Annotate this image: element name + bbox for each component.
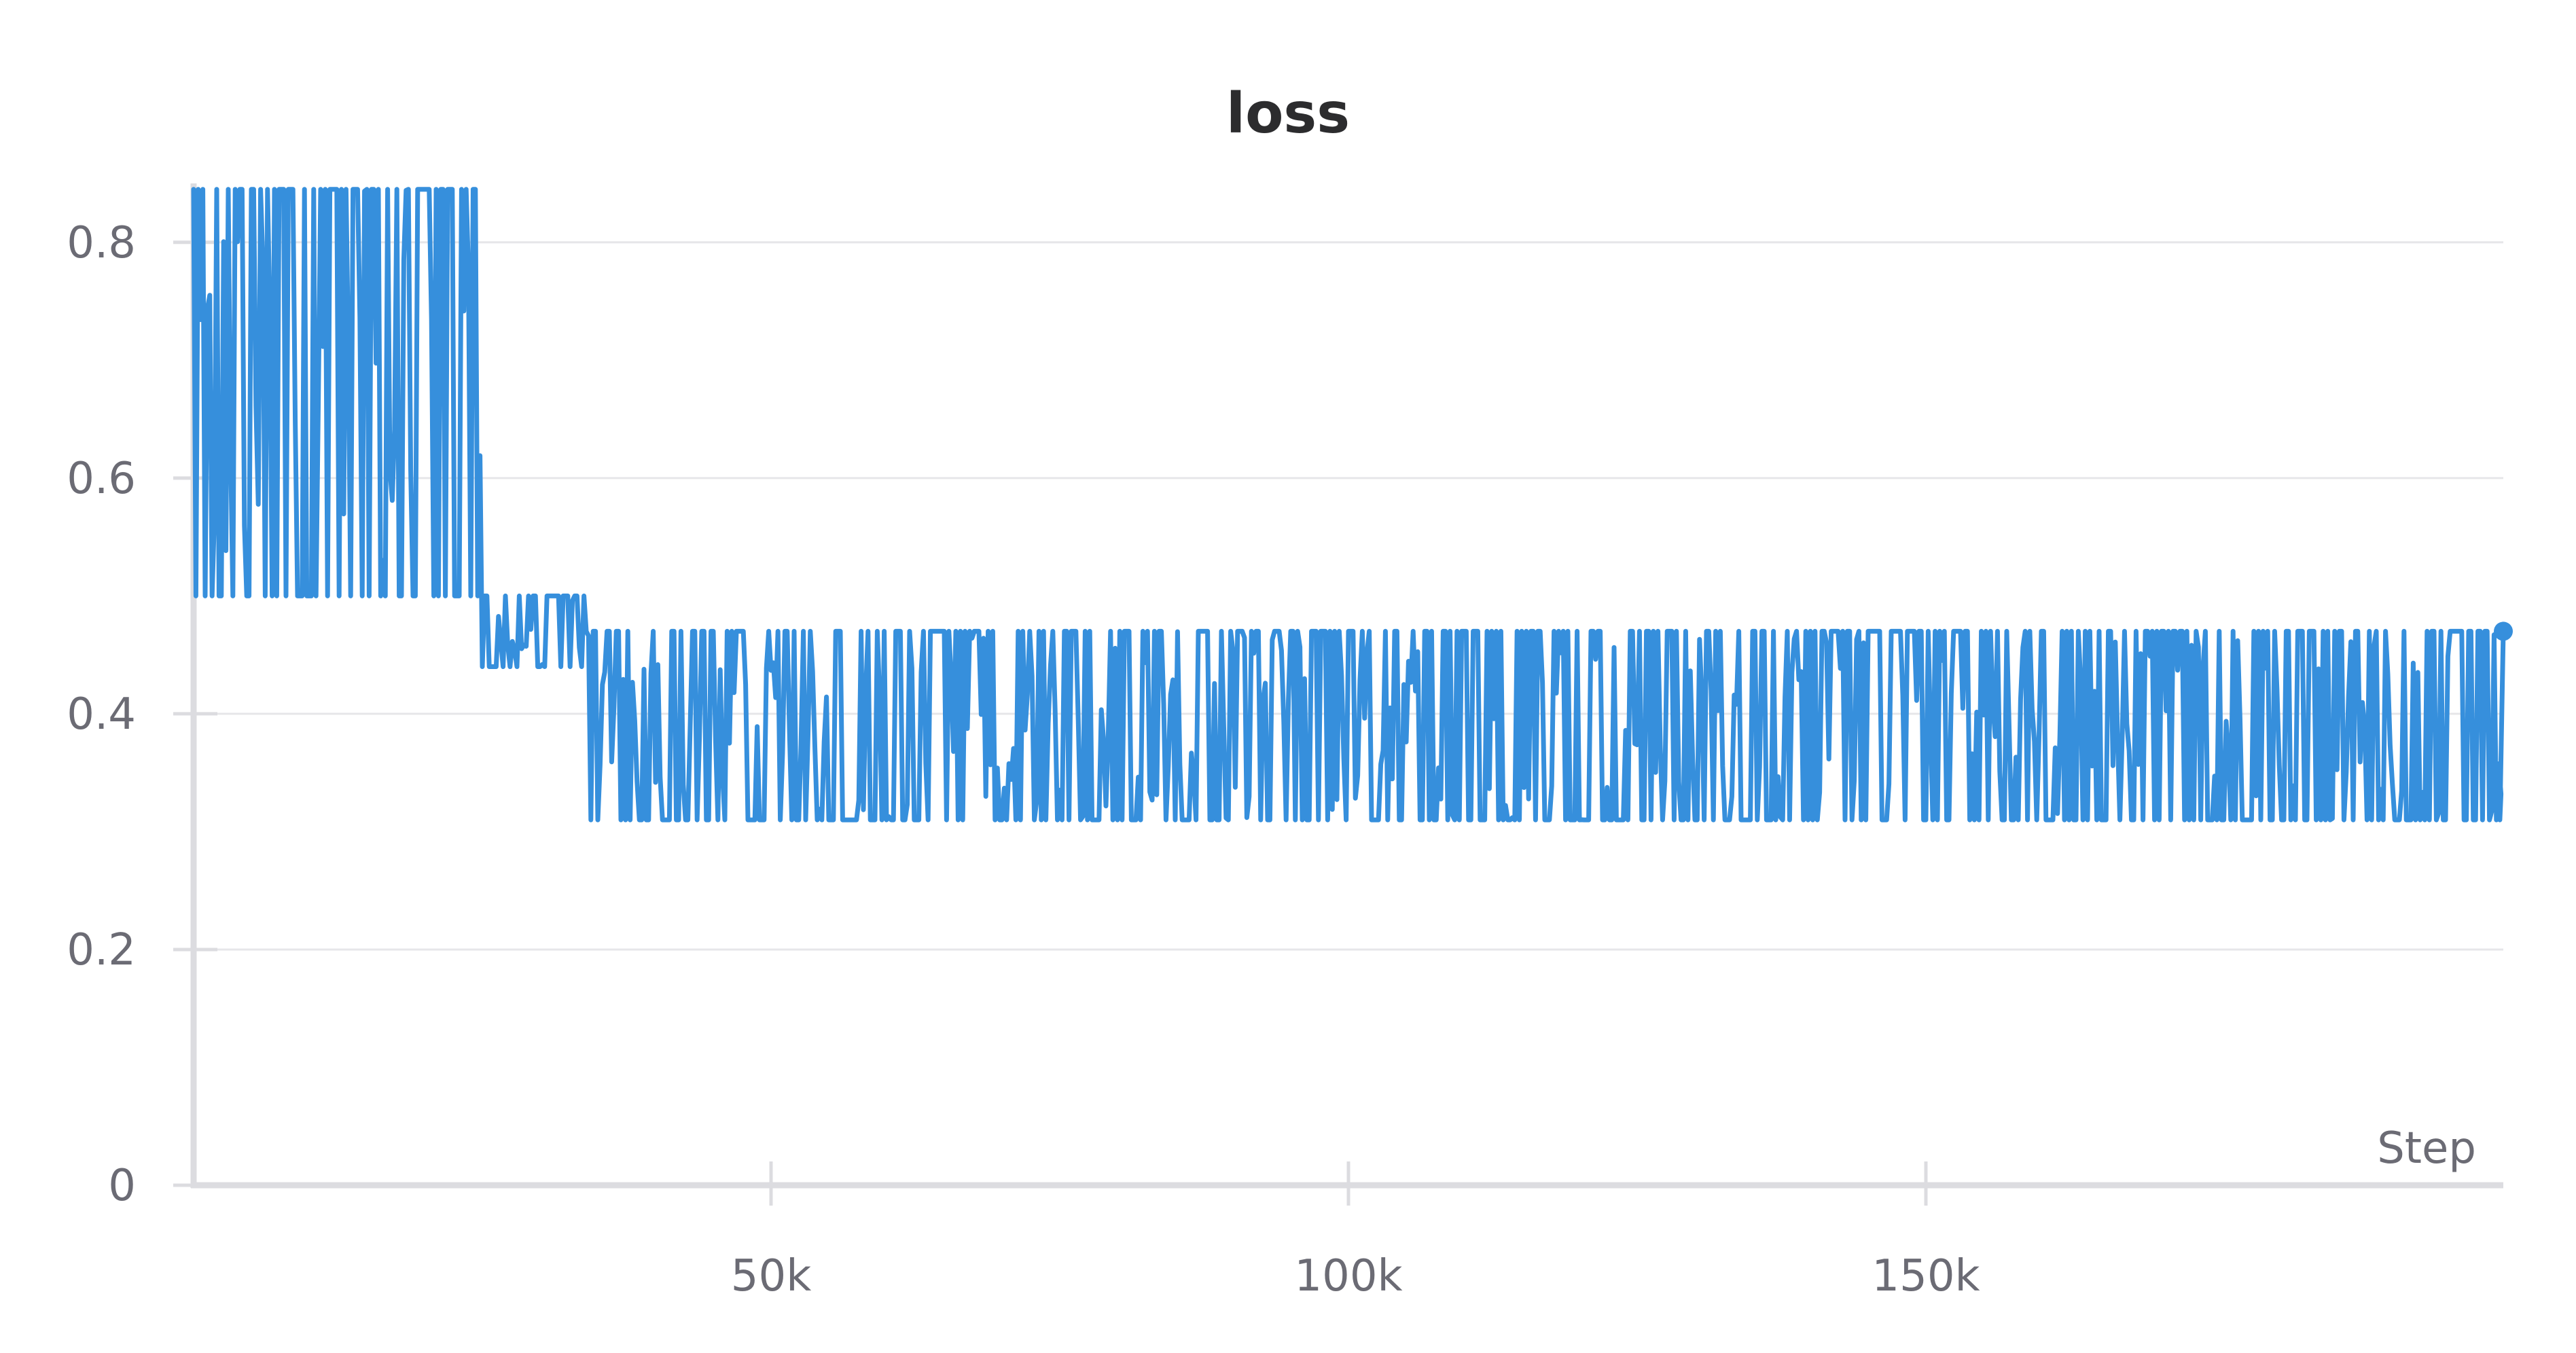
x-axis-title: Step bbox=[2377, 1123, 2476, 1174]
y-tick-label: 0.4 bbox=[67, 689, 136, 740]
chart-title: loss bbox=[1226, 82, 1350, 146]
grid-lines bbox=[194, 241, 2503, 951]
y-tick-label: 0 bbox=[108, 1161, 136, 1211]
y-tick-label: 0.6 bbox=[67, 454, 136, 504]
x-tick-label: 150k bbox=[1872, 1251, 1980, 1301]
y-tick-label: 0.8 bbox=[67, 218, 136, 268]
x-tick-label: 100k bbox=[1294, 1251, 1402, 1301]
x-tick-label: 50k bbox=[731, 1251, 812, 1301]
series-line-loss bbox=[191, 187, 2506, 823]
series-group bbox=[191, 187, 2513, 823]
y-tick-label: 0.2 bbox=[67, 925, 136, 975]
series-last-point[interactable] bbox=[2494, 621, 2513, 641]
